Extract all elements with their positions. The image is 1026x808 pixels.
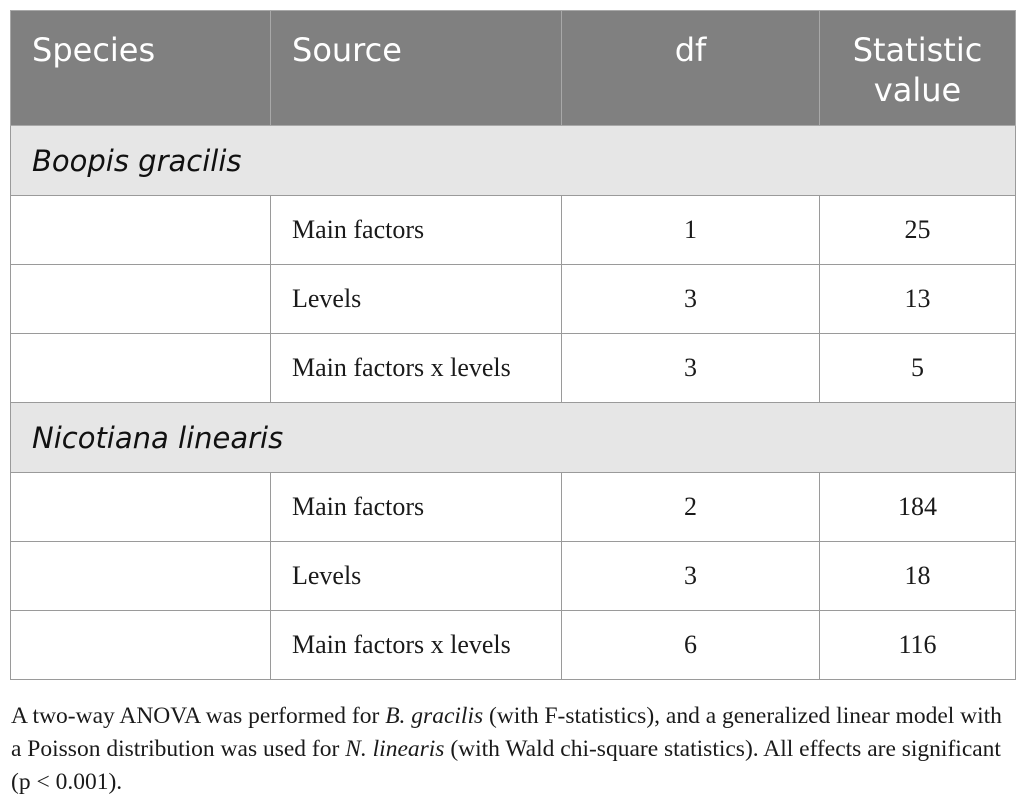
footnote-species-1: B. gracilis (385, 703, 484, 729)
source-cell: Main factors (270, 195, 562, 265)
table-row: Main factors x levels 6 116 (10, 610, 1016, 680)
group-species-label: Boopis gracilis (10, 125, 1016, 196)
header-df: df (561, 10, 820, 126)
source-cell: Main factors (270, 472, 562, 542)
source-cell: Main factors x levels (270, 333, 562, 403)
species-cell-empty (10, 333, 271, 403)
statistic-cell: 184 (819, 472, 1016, 542)
df-cell: 3 (561, 333, 820, 403)
table-row: Main factors 1 25 (10, 195, 1016, 265)
source-cell: Levels (270, 264, 562, 334)
statistic-cell: 5 (819, 333, 1016, 403)
header-species: Species (10, 10, 271, 126)
table-header-row: Species Source df Statistic value (10, 10, 1016, 126)
species-cell-empty (10, 264, 271, 334)
table-row: Main factors 2 184 (10, 472, 1016, 542)
footnote-species-2: N. linearis (345, 736, 445, 762)
anova-table-container: Species Source df Statistic value Boopis… (10, 10, 1016, 680)
header-statistic-line2: value (873, 71, 962, 109)
statistic-cell: 25 (819, 195, 1016, 265)
header-source: Source (270, 10, 562, 126)
species-cell-empty (10, 195, 271, 265)
df-cell: 6 (561, 610, 820, 680)
group-species-label: Nicotiana linearis (10, 402, 1016, 473)
group-row-boopis: Boopis gracilis (10, 125, 1016, 196)
statistic-cell: 18 (819, 541, 1016, 611)
footnote-text-3: (with Wald chi-square statistics). All e… (11, 736, 1001, 795)
species-cell-empty (10, 472, 271, 542)
source-cell: Levels (270, 541, 562, 611)
table-row: Levels 3 13 (10, 264, 1016, 334)
source-cell: Main factors x levels (270, 610, 562, 680)
species-cell-empty (10, 541, 271, 611)
df-cell: 1 (561, 195, 820, 265)
footnote-text-2: (with F-statistics), and a generalized l… (11, 703, 1002, 762)
statistic-cell: 13 (819, 264, 1016, 334)
footnote-text-1: A two-way ANOVA was performed for (11, 703, 386, 729)
table-row: Levels 3 18 (10, 541, 1016, 611)
species-cell-empty (10, 610, 271, 680)
statistic-cell: 116 (819, 610, 1016, 680)
header-statistic-line1: Statistic (852, 31, 983, 69)
df-cell: 3 (561, 541, 820, 611)
table-footnote: A two-way ANOVA was performed for B. gra… (11, 700, 1016, 799)
df-cell: 3 (561, 264, 820, 334)
df-cell: 2 (561, 472, 820, 542)
group-row-nicotiana: Nicotiana linearis (10, 402, 1016, 473)
anova-results-table: Species Source df Statistic value Boopis… (10, 10, 1016, 680)
header-statistic-value: Statistic value (819, 10, 1016, 126)
table-row: Main factors x levels 3 5 (10, 333, 1016, 403)
